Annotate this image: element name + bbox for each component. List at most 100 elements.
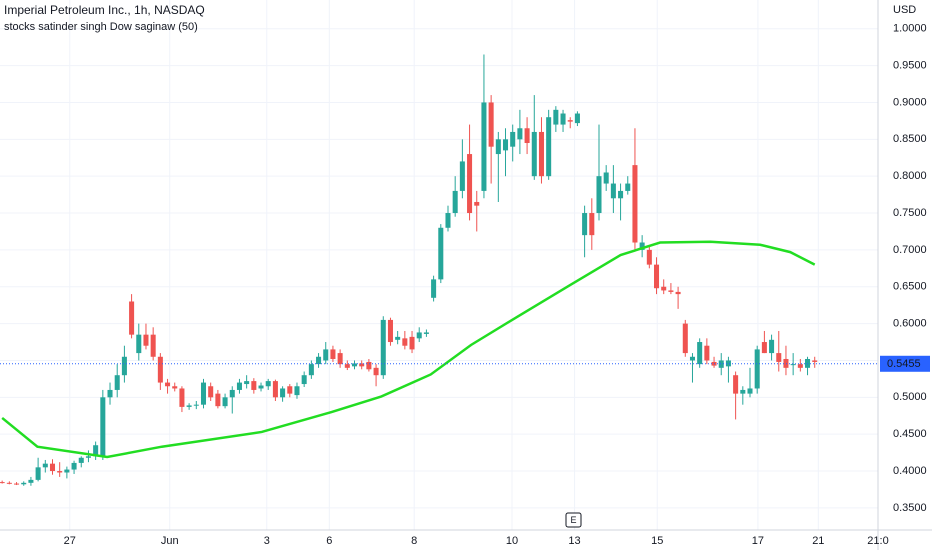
candle-body bbox=[589, 213, 595, 236]
candle-body bbox=[172, 386, 178, 389]
candle-body bbox=[330, 349, 336, 359]
candle-body bbox=[35, 467, 41, 480]
candle-body bbox=[150, 334, 156, 357]
candle-body bbox=[272, 381, 278, 398]
candle-body bbox=[725, 360, 731, 367]
x-tick-label: 10 bbox=[506, 535, 518, 547]
candle-body bbox=[222, 397, 228, 407]
x-tick-label: 3 bbox=[264, 535, 270, 547]
candle-body bbox=[754, 349, 760, 389]
candle-body bbox=[0, 482, 5, 484]
candle-body bbox=[776, 353, 782, 362]
candle-body bbox=[783, 358, 789, 368]
candle-body bbox=[265, 381, 271, 387]
x-tick-label: Jun bbox=[161, 535, 179, 547]
candle-body bbox=[654, 264, 660, 289]
candle-body bbox=[186, 405, 192, 407]
candle-body bbox=[553, 109, 559, 125]
candle-body bbox=[639, 242, 645, 250]
candle-body bbox=[193, 404, 199, 406]
candle-body bbox=[287, 386, 293, 394]
candle-body bbox=[93, 445, 99, 457]
candle-body bbox=[495, 139, 501, 155]
marks bbox=[0, 54, 878, 486]
candle-body bbox=[445, 213, 451, 228]
event-marker[interactable] bbox=[565, 512, 582, 528]
candle-body bbox=[359, 363, 365, 367]
candle-body bbox=[100, 397, 106, 457]
candle-body bbox=[409, 336, 415, 350]
event-marker-label[interactable]: E bbox=[570, 515, 576, 525]
candle-body bbox=[488, 102, 494, 147]
candle-body bbox=[136, 334, 142, 354]
candle-body bbox=[632, 165, 638, 243]
y-tick-label: 0.5000 bbox=[893, 391, 927, 403]
x-tick-label: 13 bbox=[568, 535, 580, 547]
x-tick-label: 21 bbox=[812, 535, 824, 547]
candle-body bbox=[366, 361, 372, 370]
candle-body bbox=[546, 117, 552, 177]
candle-body bbox=[510, 131, 516, 147]
candle-body bbox=[294, 386, 300, 396]
candle-body bbox=[423, 332, 429, 334]
candle-body bbox=[747, 388, 753, 394]
candle-body bbox=[625, 183, 631, 191]
candle-body bbox=[165, 382, 171, 387]
candle-body bbox=[387, 319, 393, 343]
candle-body bbox=[85, 456, 91, 458]
candle-body bbox=[14, 483, 20, 485]
candle-body bbox=[675, 291, 681, 295]
candle-body bbox=[323, 349, 329, 361]
candle-body bbox=[215, 393, 221, 407]
y-tick-label: 0.6500 bbox=[893, 281, 927, 293]
candle-body bbox=[718, 360, 724, 368]
candle-body bbox=[251, 381, 257, 390]
candle-body bbox=[107, 389, 113, 398]
candle-body bbox=[301, 375, 307, 385]
candle-body bbox=[797, 364, 803, 368]
candle-body bbox=[402, 338, 408, 346]
y-tick-label: 0.9000 bbox=[893, 96, 927, 108]
candle-body bbox=[236, 382, 242, 390]
candle-body bbox=[467, 154, 473, 214]
candle-body bbox=[618, 190, 624, 199]
indicator-label: stocks satinder singh Dow saginaw (50) bbox=[4, 21, 198, 33]
candle-body bbox=[57, 471, 63, 473]
candle-body bbox=[438, 227, 444, 280]
y-tick-label: 0.8500 bbox=[893, 133, 927, 145]
candle-body bbox=[200, 382, 207, 405]
candle-body bbox=[114, 375, 120, 390]
candle-body bbox=[733, 375, 739, 394]
y-tick-label: 0.9500 bbox=[893, 60, 927, 72]
candle-body bbox=[6, 482, 12, 484]
candle-body bbox=[474, 201, 480, 206]
x-tick-label: 17 bbox=[752, 535, 764, 547]
candle-body bbox=[431, 279, 437, 298]
last-price-label: 0.5455 bbox=[887, 358, 921, 370]
candle-body bbox=[531, 131, 537, 177]
candle-body bbox=[28, 479, 34, 483]
candle-body bbox=[78, 457, 84, 463]
last-price-box bbox=[880, 355, 930, 372]
candle-body bbox=[668, 290, 674, 292]
candle-body bbox=[459, 161, 465, 191]
candle-body bbox=[416, 332, 422, 339]
candle-body bbox=[740, 389, 746, 394]
candle-body bbox=[567, 120, 573, 122]
y-tick-label: 0.7000 bbox=[893, 244, 927, 256]
candle-body bbox=[761, 342, 767, 354]
candle-body bbox=[42, 463, 48, 468]
moving-average-line bbox=[1, 240, 816, 459]
candle-body bbox=[373, 367, 379, 376]
candle-body bbox=[610, 183, 616, 199]
chart-title: Imperial Petroleum Inc., 1h, NASDAQ bbox=[4, 3, 205, 17]
candle-body bbox=[517, 128, 523, 140]
currency-label: USD bbox=[893, 4, 916, 16]
candle-body bbox=[380, 319, 386, 376]
candle-body bbox=[574, 113, 580, 124]
candle-body bbox=[143, 334, 149, 346]
candle-body bbox=[179, 388, 185, 407]
candle-body bbox=[603, 172, 609, 184]
candle-body bbox=[344, 364, 350, 368]
